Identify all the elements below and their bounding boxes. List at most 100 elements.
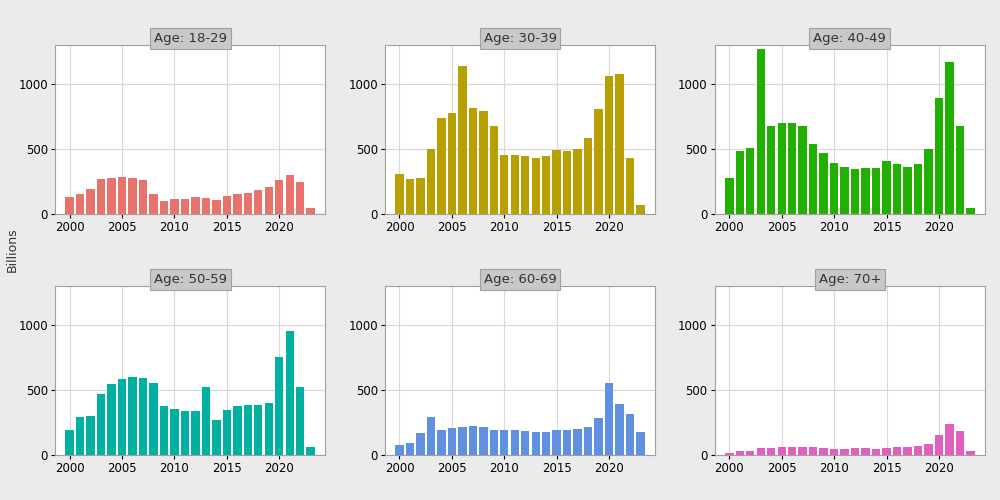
Bar xyxy=(798,126,807,214)
Bar xyxy=(521,156,529,214)
Bar xyxy=(746,148,754,214)
Bar xyxy=(107,178,116,214)
Bar xyxy=(191,197,200,214)
Bar xyxy=(626,414,634,455)
Bar xyxy=(532,158,540,214)
Bar xyxy=(107,384,116,455)
Bar xyxy=(416,434,425,455)
Bar xyxy=(275,356,283,455)
Bar xyxy=(882,448,891,455)
Bar xyxy=(427,150,435,214)
Bar xyxy=(202,198,210,214)
Bar xyxy=(395,444,404,455)
Bar xyxy=(605,76,613,214)
Bar xyxy=(500,430,508,455)
Bar xyxy=(893,447,901,455)
Bar xyxy=(212,200,221,214)
Bar xyxy=(903,447,912,455)
Bar xyxy=(406,178,414,214)
Bar xyxy=(469,108,477,214)
Bar xyxy=(924,150,933,214)
Text: Age: 50-59: Age: 50-59 xyxy=(154,272,227,285)
Bar xyxy=(746,451,754,455)
Bar xyxy=(552,150,561,214)
Bar xyxy=(233,194,242,214)
Bar xyxy=(275,180,283,214)
Bar xyxy=(615,404,624,455)
Bar xyxy=(830,449,838,455)
Text: Billions: Billions xyxy=(5,228,18,272)
Bar xyxy=(830,163,838,214)
Bar xyxy=(788,123,796,214)
Bar xyxy=(594,418,603,455)
Bar xyxy=(584,427,592,455)
Bar xyxy=(563,150,571,214)
Bar xyxy=(532,432,540,455)
Bar xyxy=(254,190,262,214)
Bar xyxy=(605,382,613,455)
Bar xyxy=(945,424,954,455)
Bar xyxy=(223,410,231,455)
Bar xyxy=(935,98,943,214)
Bar xyxy=(573,148,582,214)
Bar xyxy=(840,449,849,455)
Bar xyxy=(458,66,467,214)
Bar xyxy=(636,206,645,214)
Bar xyxy=(636,432,645,455)
Bar xyxy=(914,446,922,455)
Bar xyxy=(490,430,498,455)
Bar xyxy=(924,444,933,455)
Bar xyxy=(139,378,147,455)
Bar xyxy=(86,416,95,455)
Bar xyxy=(233,406,242,455)
Bar xyxy=(757,49,765,214)
Bar xyxy=(851,170,859,214)
Bar xyxy=(819,448,828,455)
Bar xyxy=(819,152,828,214)
Bar xyxy=(511,155,519,214)
Bar xyxy=(437,118,446,214)
Bar xyxy=(914,164,922,214)
Bar xyxy=(65,430,74,455)
Bar xyxy=(511,430,519,455)
Bar xyxy=(861,448,870,455)
Bar xyxy=(286,174,294,214)
Bar xyxy=(872,448,880,455)
Text: Age: 18-29: Age: 18-29 xyxy=(154,32,227,45)
Bar xyxy=(395,174,404,214)
Bar xyxy=(851,448,859,455)
Bar xyxy=(427,417,435,455)
Bar xyxy=(542,432,550,455)
Bar xyxy=(552,430,561,455)
Bar xyxy=(170,200,179,214)
Bar xyxy=(191,410,200,455)
Bar xyxy=(139,180,147,214)
Bar xyxy=(757,448,765,455)
Bar xyxy=(479,112,488,214)
Bar xyxy=(736,452,744,455)
Bar xyxy=(966,451,975,455)
Bar xyxy=(296,182,304,214)
Bar xyxy=(128,178,137,214)
Bar xyxy=(542,156,550,214)
Bar xyxy=(840,167,849,214)
Bar xyxy=(76,416,84,455)
Bar xyxy=(160,406,168,455)
Bar xyxy=(118,379,126,455)
Bar xyxy=(97,179,105,214)
Bar xyxy=(563,430,571,455)
Bar xyxy=(479,427,488,455)
Bar xyxy=(521,432,529,455)
Bar xyxy=(872,168,880,214)
Bar xyxy=(626,158,634,214)
Bar xyxy=(437,430,446,455)
Bar xyxy=(170,408,179,455)
Text: Age: 30-39: Age: 30-39 xyxy=(484,32,556,45)
Bar xyxy=(809,144,817,214)
Bar xyxy=(244,406,252,455)
Bar xyxy=(725,452,734,455)
Bar xyxy=(244,193,252,214)
Bar xyxy=(778,447,786,455)
Bar xyxy=(500,155,508,214)
Bar xyxy=(286,331,294,455)
